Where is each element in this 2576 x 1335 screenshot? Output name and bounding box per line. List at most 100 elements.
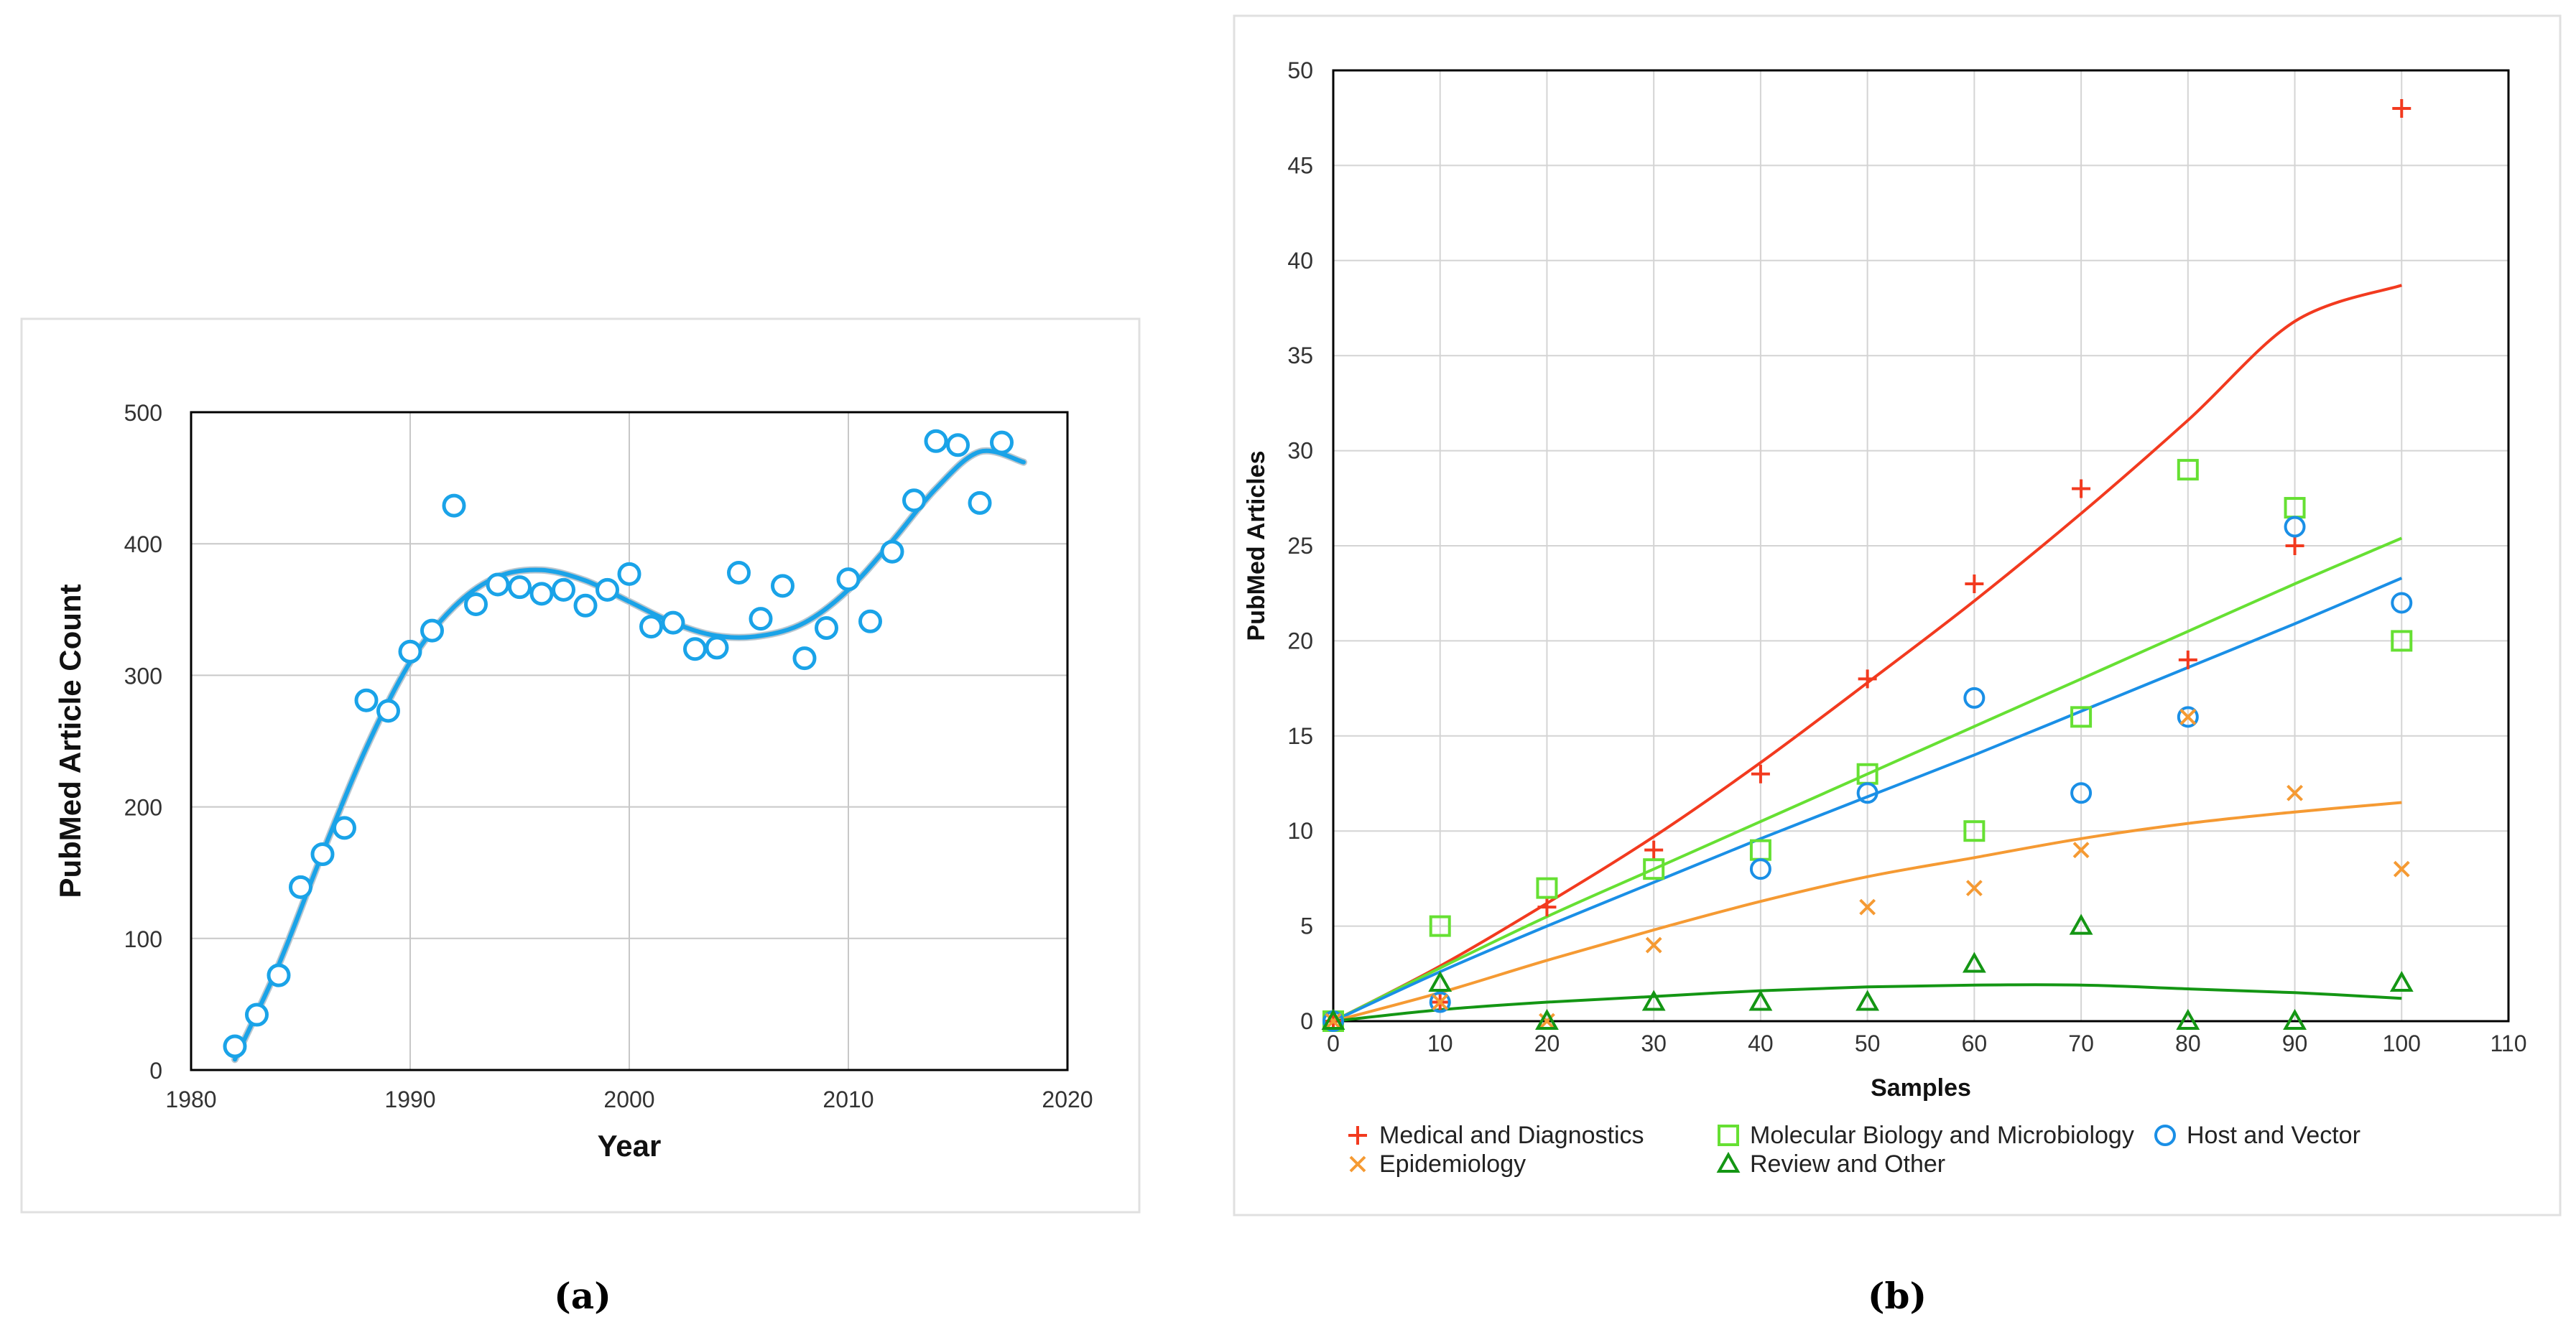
a-data-point <box>596 577 619 602</box>
b-point-host-and-vector <box>1856 782 1878 804</box>
panel-a-points <box>223 429 1014 1059</box>
a-data-point <box>464 592 488 616</box>
b-point-medical-and-diagnostics <box>2178 650 2197 669</box>
a-y-tick-label: 500 <box>124 400 162 426</box>
b-point-molecular-biology-and-microbiology <box>1429 915 1451 937</box>
a-data-point <box>617 562 641 586</box>
caption-b: (b) <box>1868 1275 1927 1317</box>
a-data-point <box>661 610 685 635</box>
a-data-point <box>727 561 751 585</box>
panel-b: 0 10 20 30 40 50 60 70 80 90 100 110 0 5 10 15 20 25 30 35 4… <box>1233 14 2562 1217</box>
a-y-tick-label: 400 <box>124 531 162 557</box>
b-point-medical-and-diagnostics <box>2072 479 2091 498</box>
b-x-tick-label: 60 <box>1962 1031 1988 1056</box>
a-x-tick-label: 1980 <box>165 1087 216 1112</box>
a-data-point <box>267 963 291 987</box>
a-x-tick-label: 2010 <box>823 1087 874 1112</box>
a-data-point <box>573 593 598 618</box>
b-y-tick-label: 5 <box>1300 913 1313 939</box>
a-data-point <box>836 567 861 592</box>
a-data-point <box>223 1034 247 1059</box>
b-x-tick-label: 30 <box>1641 1031 1667 1056</box>
b-x-tick-label: 80 <box>2175 1031 2201 1056</box>
b-legend-label: Epidemiology <box>1379 1150 1526 1178</box>
b-point-molecular-biology-and-microbiology <box>2177 459 2199 481</box>
a-data-point <box>376 699 400 723</box>
a-data-point <box>552 577 575 602</box>
a-y-tick-label: 100 <box>124 926 162 952</box>
b-point-medical-and-diagnostics <box>1537 898 1557 917</box>
a-data-point <box>398 639 422 664</box>
panel-b-points <box>1321 98 2414 1032</box>
b-point-medical-and-diagnostics <box>1858 669 1877 689</box>
a-y-tick-label: 0 <box>149 1058 162 1084</box>
b-point-epidemiology <box>1325 1013 1342 1030</box>
b-x-tick-label: 50 <box>1855 1031 1881 1056</box>
b-point-review-and-other <box>1321 1008 1345 1030</box>
a-data-point <box>508 575 532 600</box>
b-y-tick-label: 15 <box>1287 723 1313 749</box>
b-point-molecular-biology-and-microbiology <box>1536 877 1558 899</box>
b-point-host-and-vector <box>2284 516 2306 538</box>
a-data-point <box>749 607 773 631</box>
b-point-epidemiology <box>1645 936 1662 954</box>
a-data-point <box>705 636 729 660</box>
b-point-review-and-other <box>1428 970 1453 992</box>
b-legend-label: Host and Vector <box>2187 1122 2360 1149</box>
b-point-epidemiology <box>2287 784 2303 801</box>
b-point-host-and-vector <box>2070 782 2093 804</box>
b-point-review-and-other <box>1962 952 1986 973</box>
b-point-epidemiology <box>1965 880 1983 897</box>
a-data-point <box>858 609 882 633</box>
a-data-point <box>310 842 335 867</box>
b-y-tick-label: 25 <box>1287 533 1313 559</box>
panel-a-plot-area <box>190 411 1069 1071</box>
panel-a-x-axis-label: Year <box>598 1129 662 1163</box>
b-legend-marker <box>1348 1126 1367 1145</box>
b-x-tick-label: 10 <box>1427 1031 1453 1056</box>
b-trend-epidemiology <box>1333 801 2402 1023</box>
panel-b-frame <box>1233 14 2562 1217</box>
b-x-tick-label: 90 <box>2282 1031 2308 1056</box>
a-data-point <box>924 429 948 453</box>
panel-b-plot-area <box>1332 69 2510 1023</box>
b-point-medical-and-diagnostics <box>2392 98 2411 118</box>
a-data-point <box>815 615 838 640</box>
b-point-molecular-biology-and-microbiology <box>2391 630 2413 652</box>
b-point-review-and-other <box>2283 1008 2307 1030</box>
b-y-tick-label: 50 <box>1287 57 1313 83</box>
b-legend-marker <box>1349 1155 1366 1173</box>
b-trend-review-and-other <box>1333 983 2402 1023</box>
b-y-tick-label: 10 <box>1287 818 1313 844</box>
panel-a: 1980 1990 2000 2010 2020 0 100 200 300 400 500 Yea… <box>20 317 1141 1214</box>
b-point-epidemiology <box>1859 898 1876 916</box>
b-legend-marker <box>1716 1151 1741 1173</box>
a-data-point <box>880 539 904 564</box>
a-data-point <box>968 490 992 515</box>
b-point-review-and-other <box>2389 970 2414 992</box>
b-point-review-and-other <box>1535 1008 1559 1030</box>
b-legend-label: Medical and Diagnostics <box>1379 1122 1644 1149</box>
b-point-host-and-vector <box>1963 687 1986 709</box>
b-point-host-and-vector <box>2177 706 2199 728</box>
b-x-tick-label: 110 <box>2490 1031 2526 1056</box>
b-point-medical-and-diagnostics <box>1965 574 1984 593</box>
panel-a-tick-labels: 1980 1990 2000 2010 2020 0 100 200 300 400 500 <box>124 400 1093 1112</box>
a-x-tick-label: 2000 <box>603 1087 654 1112</box>
a-data-point <box>946 433 970 457</box>
b-point-medical-and-diagnostics <box>2285 536 2304 555</box>
a-data-point <box>990 430 1014 455</box>
panel-b-y-axis-label: PubMed Articles <box>1243 450 1270 641</box>
b-point-medical-and-diagnostics <box>1751 764 1770 783</box>
b-point-review-and-other <box>1855 990 1880 1011</box>
b-y-tick-label: 45 <box>1287 152 1313 178</box>
b-point-molecular-biology-and-microbiology <box>2070 706 2093 728</box>
b-legend-label: Molecular Biology and Microbiology <box>1750 1122 2134 1149</box>
a-data-point <box>639 615 663 639</box>
b-point-molecular-biology-and-microbiology <box>1643 858 1665 880</box>
b-y-tick-label: 20 <box>1287 628 1313 653</box>
a-data-point <box>771 574 794 598</box>
b-point-epidemiology <box>1432 994 1449 1010</box>
a-x-tick-label: 1990 <box>384 1087 435 1112</box>
